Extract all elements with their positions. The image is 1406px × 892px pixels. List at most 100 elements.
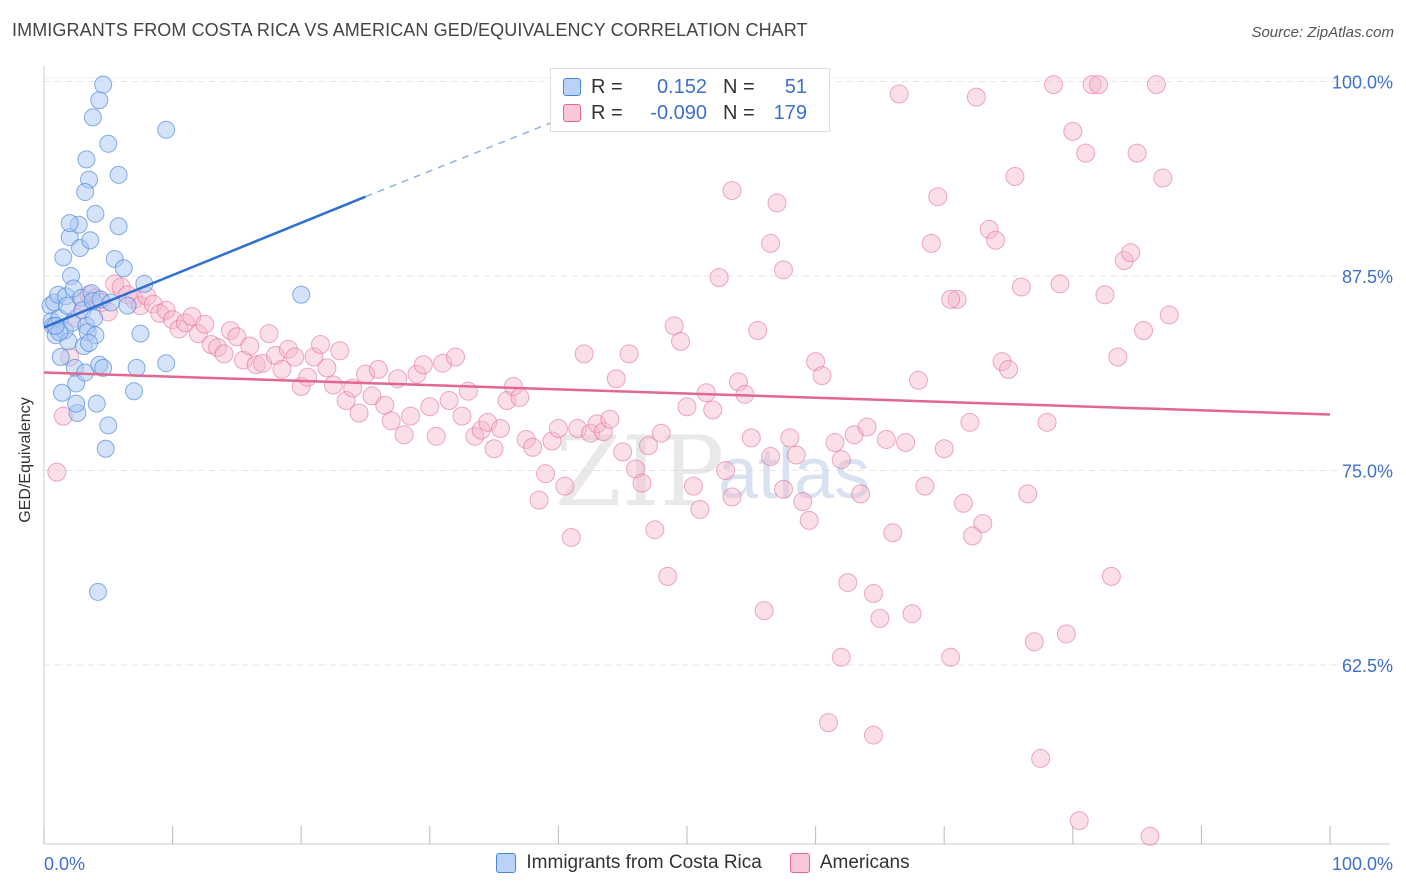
- american-point: [709, 268, 729, 288]
- american-point: [1082, 75, 1102, 95]
- american-point: [227, 327, 247, 347]
- american-point: [863, 583, 883, 603]
- american-point: [741, 428, 761, 448]
- american-point: [471, 420, 491, 440]
- americans-trend-line: [43, 371, 1331, 416]
- american-point: [941, 647, 961, 667]
- american-point: [896, 433, 916, 453]
- american-point: [941, 289, 961, 309]
- american-point: [645, 520, 665, 540]
- costa-rica-point: [99, 134, 118, 153]
- costa-rica-point: [87, 394, 106, 413]
- american-point: [233, 350, 253, 370]
- american-point: [1134, 321, 1154, 341]
- american-point: [214, 344, 234, 364]
- legend-r-label: R =: [591, 75, 623, 98]
- american-point: [516, 429, 536, 449]
- american-point: [953, 493, 973, 513]
- american-point: [1011, 277, 1031, 297]
- american-point: [600, 409, 620, 429]
- source-label: Source: ZipAtlas.com: [1251, 24, 1394, 41]
- series-label: Americans: [819, 852, 910, 873]
- american-point: [548, 419, 568, 439]
- costa-rica-point: [85, 309, 104, 328]
- series-label: Immigrants from Costa Rica: [526, 852, 762, 873]
- american-point: [851, 484, 871, 504]
- costa-rica-point: [118, 296, 137, 315]
- american-point: [1018, 484, 1038, 504]
- american-point: [722, 180, 742, 200]
- american-point: [349, 403, 369, 423]
- american-point: [542, 431, 562, 451]
- american-point: [323, 375, 343, 395]
- american-point: [773, 479, 793, 499]
- series-swatch-blue: [496, 853, 517, 873]
- american-point: [857, 417, 877, 437]
- american-point: [716, 461, 736, 481]
- american-point: [999, 359, 1018, 379]
- y-tick-label: 75.0%: [1342, 462, 1393, 482]
- american-point: [1089, 75, 1109, 95]
- american-point: [960, 412, 980, 432]
- legend-n-value: 179: [773, 101, 807, 124]
- american-point: [973, 513, 993, 533]
- american-point: [902, 604, 922, 624]
- american-point: [1005, 166, 1025, 186]
- american-point: [966, 87, 986, 107]
- legend-r-value: -0.090: [650, 101, 707, 124]
- american-point: [401, 406, 421, 426]
- legend-swatch-blue: [563, 78, 581, 96]
- american-point: [1146, 75, 1166, 95]
- american-point: [876, 429, 896, 449]
- x-tick-label: 0.0%: [44, 854, 85, 874]
- american-point: [285, 347, 305, 367]
- american-point: [632, 473, 652, 493]
- american-point: [908, 370, 928, 390]
- costa-rica-point: [292, 285, 311, 304]
- series-legend-americans[interactable]: Americans: [789, 852, 910, 874]
- american-point: [439, 391, 459, 411]
- american-point: [651, 423, 671, 443]
- american-point: [863, 725, 883, 745]
- watermark: ZIP atlas: [555, 416, 870, 528]
- american-point: [1056, 624, 1076, 644]
- american-point: [587, 414, 607, 434]
- legend-row-costa-rica: R = 0.152 N = 51: [563, 74, 807, 100]
- american-point: [188, 324, 208, 344]
- legend-row-americans: R = -0.090 N = 179: [563, 100, 807, 126]
- american-point: [1095, 285, 1115, 305]
- american-point: [394, 425, 414, 445]
- american-point: [1076, 143, 1096, 163]
- costa-rica-point: [89, 582, 108, 601]
- correlation-legend: R = 0.152 N = 51 R = -0.090 N = 179: [550, 68, 830, 132]
- costa-rica-point: [51, 347, 70, 366]
- american-point: [446, 347, 466, 367]
- american-point: [683, 476, 703, 496]
- american-point: [1159, 305, 1179, 325]
- american-point: [491, 419, 511, 439]
- american-point: [870, 608, 890, 628]
- american-point: [484, 439, 504, 459]
- american-point: [163, 310, 183, 330]
- american-point: [246, 355, 266, 375]
- american-point: [883, 523, 903, 543]
- american-point: [613, 442, 633, 462]
- american-point: [407, 364, 427, 384]
- american-point: [523, 437, 543, 457]
- american-point: [728, 372, 748, 392]
- american-point: [452, 406, 472, 426]
- american-point: [638, 436, 658, 456]
- american-point: [330, 341, 350, 361]
- american-point: [1153, 168, 1173, 188]
- series-legend: Immigrants from Costa Rica Americans: [0, 852, 1406, 874]
- american-point: [1101, 566, 1121, 586]
- costa-rica-point: [99, 416, 118, 435]
- american-point: [510, 387, 530, 407]
- series-legend-costa-rica[interactable]: Immigrants from Costa Rica: [496, 852, 762, 874]
- american-point: [1044, 75, 1064, 95]
- costa-rica-point: [127, 358, 146, 377]
- american-point: [889, 84, 909, 104]
- american-point: [1063, 121, 1083, 141]
- americans-points: [47, 75, 1179, 846]
- american-point: [806, 352, 826, 372]
